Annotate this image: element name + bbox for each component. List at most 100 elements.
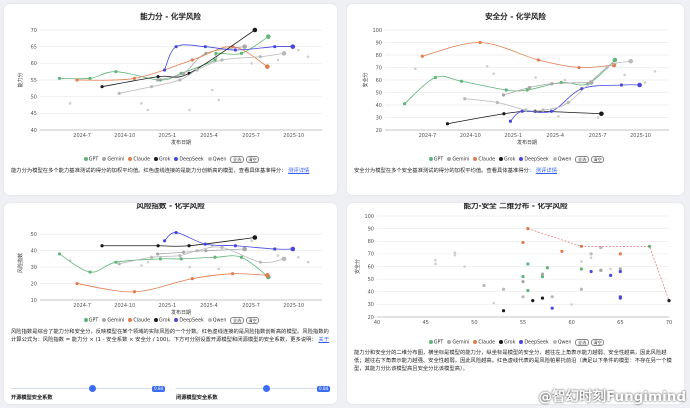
ability-ytick-label: 45 [31,111,37,117]
ability-legend-item-deepseek[interactable]: DeepSeek [174,157,204,163]
ability-legend-item-claude[interactable]: Claude [128,157,150,163]
scatter-xtick-label: 70 [666,320,672,324]
safety-detail-link[interactable]: 测评详情 [535,168,557,174]
ability-detail-link[interactable]: 测评详情 [288,168,310,174]
risk-legend-select-all-button[interactable]: 全选 [230,317,244,324]
risk-legend-item-deepseek[interactable]: DeepSeek [174,318,204,324]
safety-legend-item-gemini[interactable]: Gemini [447,157,469,163]
risk-legend-item-grok[interactable]: Grok [154,318,170,324]
safety-legend-item-grok[interactable]: Grok [499,157,515,163]
safety-card: 安全分 - 化学风险 20 30 40 50 60 70 80 90 100 2024-7 2024… [347,4,684,195]
ability-qwen-point [149,85,154,89]
scatter-legend-label: Grok [504,341,516,346]
risk-deepseek-point [273,247,277,251]
ability-other-model-point [217,98,221,102]
risk-legend-item-claude[interactable]: Claude [128,318,150,324]
scatter-legend-item-gpt[interactable]: GPT [428,340,443,346]
scatter-legend-dot-icon [552,340,557,345]
safety-legend-clear-button[interactable]: 清空 [590,156,605,163]
scatter-desc: 能力分和安全分的二维分布图，横坐标是模型的能力分，纵坐标是模型的安全分，越往左上… [354,349,677,373]
risk-gemini-point [242,246,247,252]
scatter-legend-item-gemini[interactable]: Gemini [447,340,469,346]
safety-xlabel: 发布日期 [517,139,537,146]
safety-legend-item-gpt[interactable]: GPT [428,157,443,163]
risk-claude-line [76,273,268,293]
risk-xtick-label: 2025-1 [158,303,176,309]
safety-legend-item-claude[interactable]: Claude [473,157,495,163]
closed-safety-label: 闭源模型安全系数 [176,395,218,401]
scatter-gemini-point [599,268,603,272]
ability-legend-clear-button[interactable]: 清空 [245,156,260,163]
ability-legend-item-qwen[interactable]: Qwen [207,157,226,163]
scatter-legend-item-deepseek[interactable]: DeepSeek [519,340,549,346]
safety-qwen-line [464,60,631,112]
ability-qwen-point [195,68,199,72]
risk-qwen-point [195,249,199,253]
risk-legend-dot-icon [207,318,212,323]
risk-about-link[interactable]: 关于 [318,337,330,343]
ability-desc: 能力分为模型在多个能力基准测试的得分的加权平均值。红色虚线连接的是能力分创新高的… [11,167,331,175]
scatter-other-model-point [580,260,583,263]
ability-other-model-point [146,108,150,112]
safety-qwen-point [566,100,570,105]
risk-other-model-point [188,265,191,269]
risk-gpt-point [158,257,162,261]
scatter-ytick-label: 90 [368,226,374,232]
risk-qwen-point [281,256,287,262]
risk-claude-point [75,281,79,286]
scatter-legend-label: Claude [478,341,496,346]
safety-xtick-label: 2024-7 [419,133,437,139]
risk-legend-item-qwen[interactable]: Qwen [207,318,226,324]
ability-ytick-label: 70 [31,28,37,34]
scatter-qwen-point [579,287,583,291]
ability-grok-point [100,85,104,89]
ability-legend-item-gemini[interactable]: Gemini [102,157,124,163]
safety-gemini-point [588,80,594,85]
ability-qwen-point [178,78,182,82]
closed-safety-slider-knob[interactable] [263,385,270,392]
scatter-legend-dot-icon [473,340,478,345]
scatter-legend-clear-button[interactable]: 清空 [590,339,605,346]
ability-legend-item-grok[interactable]: Grok [154,157,170,163]
open-safety-slider-knob[interactable] [89,385,96,392]
risk-gpt-point [57,252,62,256]
safety-other-model-point [485,64,489,68]
safety-other-model-point [492,72,495,76]
risk-other-model-point [140,264,143,267]
safety-legend-item-deepseek[interactable]: DeepSeek [519,157,549,163]
safety-deepseek-point [508,119,513,123]
safety-legend-select-all-button[interactable]: 全选 [575,156,589,163]
scatter-gpt-point [526,288,530,293]
ability-other-model-point [297,48,300,52]
risk-legend-item-gemini[interactable]: Gemini [102,318,124,324]
scatter-legend-item-claude[interactable]: Claude [473,340,495,346]
risk-gpt-line [59,253,269,278]
open-safety-slider-track[interactable] [11,388,156,390]
open-safety-value: 0.84 [152,385,166,392]
scatter-legend-select-all-button[interactable]: 全选 [575,339,589,346]
risk-ytick-label: 10 [31,298,37,304]
ability-legend-label: GPT [88,158,99,163]
ability-gpt-point [114,70,118,74]
ability-other-model-point [188,108,191,112]
safety-ytick-label: 100 [372,28,382,34]
risk-desc-text: 风险指数是综合了能力分和安全分，反映模型在某个领域的实际风险的一个分数。红色虚线… [11,329,329,343]
ability-legend-select-all-button[interactable]: 全选 [230,156,244,163]
scatter-gpt-point [540,275,545,279]
scatter-gpt-point [647,244,652,248]
safety-legend-label: Qwen [557,158,572,163]
safety-gpt-line [404,59,616,105]
scatter-legend-item-qwen[interactable]: Qwen [552,340,571,346]
risk-legend-item-gpt[interactable]: GPT [83,318,98,324]
safety-xtick-label: 2025-7 [589,133,607,139]
scatter-qwen-point [482,283,486,288]
safety-ytick-label: 50 [376,90,382,96]
risk-legend-clear-button[interactable]: 清空 [245,317,260,324]
safety-other-model-point [563,78,567,82]
ability-legend-item-gpt[interactable]: GPT [83,157,99,163]
risk-legend-label: DeepSeek [179,319,204,324]
safety-legend-item-qwen[interactable]: Qwen [552,157,572,163]
closed-safety-slider-track[interactable] [176,388,331,390]
scatter-other-model-point [453,251,457,254]
scatter-legend-item-grok[interactable]: Grok [499,340,515,346]
